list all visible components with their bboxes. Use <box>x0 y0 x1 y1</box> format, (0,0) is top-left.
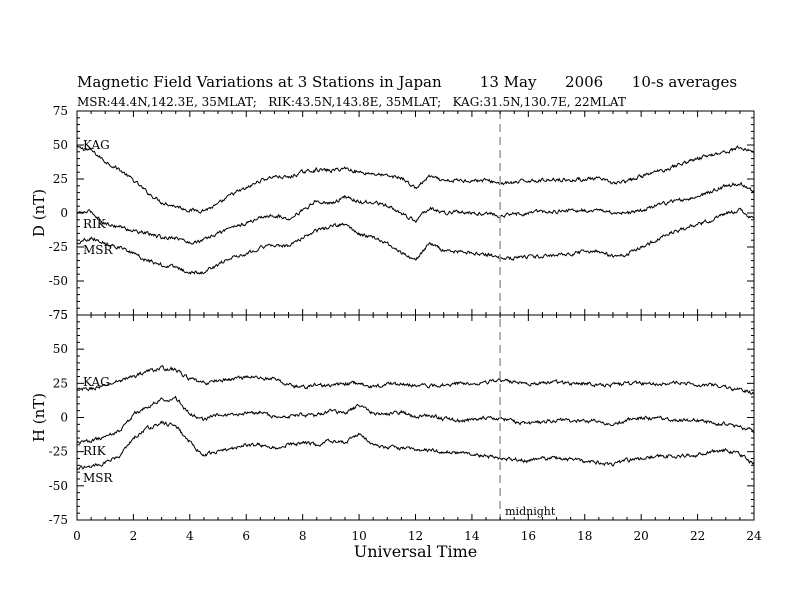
y-tick-label: -75 <box>49 513 68 527</box>
x-tick-label: 0 <box>73 529 81 543</box>
series-label-rik: RIK <box>83 444 107 458</box>
x-tick-label: 8 <box>299 529 307 543</box>
axes-layer: 75 50 25 0 -25 -50 -75 D (nT) KAG RIK MSR 75 50 25 0 -2… <box>30 104 762 561</box>
series-line-kag <box>76 364 755 395</box>
y-tick-label: 25 <box>53 376 68 390</box>
series-line-kag <box>76 145 755 214</box>
series-line-rik <box>76 181 755 245</box>
chart-subtitle: MSR:44.4N,142.3E, 35MLAT; RIK:43.5N,143.… <box>77 95 626 109</box>
series-label-msr: MSR <box>83 471 114 485</box>
x-tick-label: 6 <box>242 529 250 543</box>
y-tick-label: 0 <box>60 206 68 220</box>
x-tick-label: 22 <box>690 529 705 543</box>
x-tick-label: 20 <box>634 529 649 543</box>
series-label-kag: KAG <box>83 138 110 152</box>
y-axis-label: H (nT) <box>30 393 48 442</box>
y-tick-label: -25 <box>49 445 68 459</box>
series-line-msr <box>76 207 755 275</box>
series-label-kag: KAG <box>83 375 110 389</box>
trace-layer <box>76 145 755 470</box>
x-axis-label: Universal Time <box>354 542 477 561</box>
series-line-rik <box>76 395 755 445</box>
series-label-msr: MSR <box>83 243 114 257</box>
x-tick-label: 24 <box>746 529 762 543</box>
x-tick-label: 12 <box>408 529 423 543</box>
series-label-rik: RIK <box>83 217 107 231</box>
y-tick-label: -75 <box>49 308 68 322</box>
y-tick-label: 75 <box>53 308 68 322</box>
y-tick-label: -25 <box>49 240 68 254</box>
y-tick-label: -50 <box>49 479 68 493</box>
y-axis-label: D (nT) <box>30 189 48 237</box>
chart-title: Magnetic Field Variations at 3 Stations … <box>77 73 738 91</box>
y-tick-label: 0 <box>60 411 68 425</box>
y-tick-label: 75 <box>53 104 68 118</box>
x-tick-label: 18 <box>577 529 592 543</box>
y-tick-label: 50 <box>53 138 68 152</box>
y-tick-label: -50 <box>49 274 68 288</box>
midnight-label: midnight <box>505 505 556 518</box>
x-tick-label: 10 <box>351 529 366 543</box>
y-tick-label: 50 <box>53 342 68 356</box>
x-tick-label: 14 <box>464 529 480 543</box>
series-line-msr <box>76 420 755 470</box>
panel-frame <box>76 110 755 316</box>
y-tick-label: 25 <box>53 172 68 186</box>
x-tick-label: 16 <box>521 529 536 543</box>
x-tick-label: 2 <box>130 529 138 543</box>
x-tick-label: 4 <box>186 529 194 543</box>
